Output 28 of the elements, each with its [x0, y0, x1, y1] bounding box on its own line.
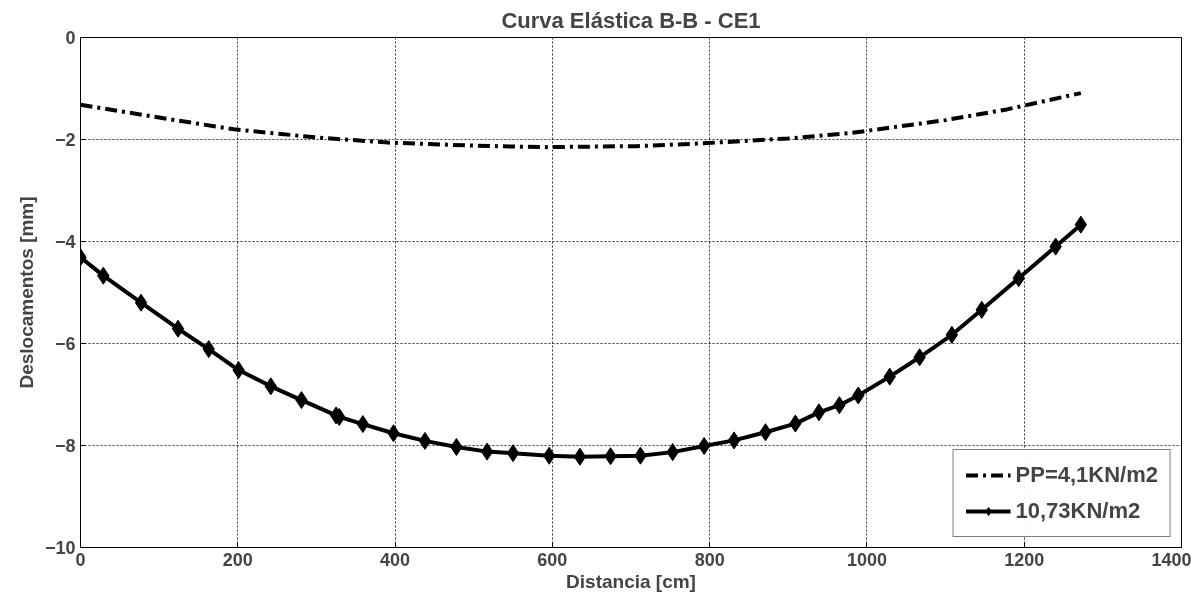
legend-label: 10,73KN/m2	[1015, 498, 1141, 524]
point	[697, 437, 711, 456]
x-tick-label: 800	[694, 549, 725, 570]
x-axis-title: Distancia [cm]	[566, 570, 696, 592]
y-tick-label: −6	[54, 334, 76, 354]
point	[418, 431, 432, 450]
point	[727, 431, 741, 450]
point	[134, 293, 148, 312]
point	[171, 319, 185, 338]
x-tick-label: 1200	[1004, 549, 1045, 570]
y-tick-label: −8	[54, 436, 76, 456]
y-tick-label: 0	[65, 28, 76, 48]
chart-title: Curva Elástica B-B - CE1	[501, 7, 761, 33]
point	[945, 325, 959, 344]
x-tick-label: 400	[380, 549, 411, 570]
point	[573, 447, 587, 466]
point	[506, 444, 520, 463]
x-tick-label: 200	[222, 549, 253, 570]
legend-label: PP=4,1KN/m2	[1015, 462, 1158, 488]
x-tick-label: 1000	[846, 549, 887, 570]
point	[480, 442, 494, 461]
y-tick-label: −2	[54, 130, 76, 150]
y-axis-title: Deslocamentos [mm]	[15, 196, 37, 389]
y-tick-label: −10	[44, 538, 76, 558]
x-tick-label: 1400	[1151, 549, 1191, 570]
point	[812, 403, 826, 422]
x-tick-label: 600	[537, 549, 568, 570]
y-tick-label: −4	[54, 232, 76, 252]
